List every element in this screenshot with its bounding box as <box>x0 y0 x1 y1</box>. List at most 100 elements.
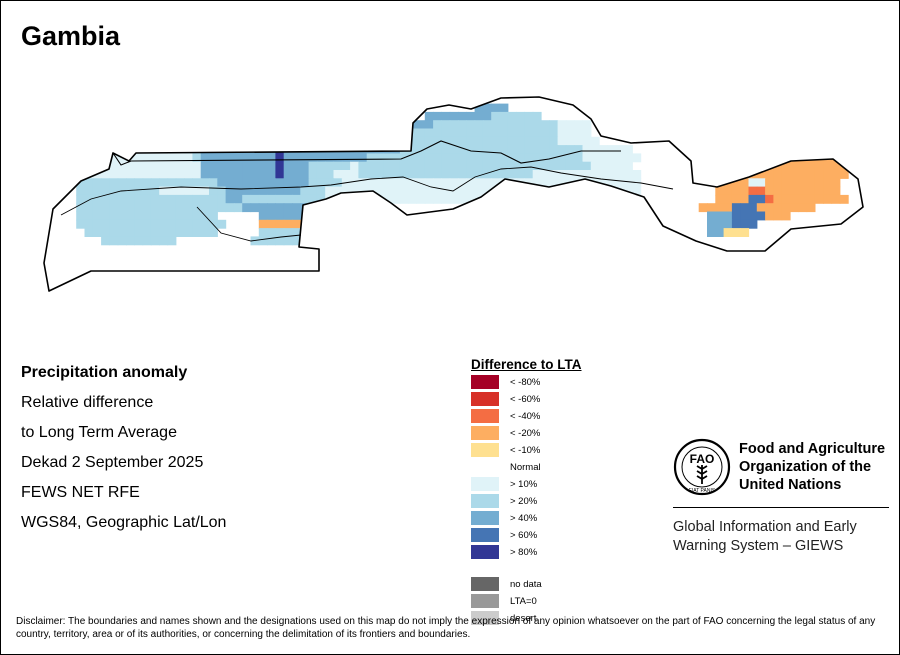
anomaly-cell-p20 <box>424 145 434 154</box>
anomaly-cell-p10 <box>117 145 127 154</box>
anomaly-cell-p20 <box>507 153 517 163</box>
anomaly-cell-p40 <box>242 136 252 146</box>
anomaly-cell-m20 <box>823 145 833 154</box>
anomaly-cell-p10 <box>159 170 169 179</box>
anomaly-cell-p20 <box>84 228 94 237</box>
anomaly-cell-p10 <box>458 178 467 188</box>
anomaly-cell-p20 <box>474 136 484 146</box>
anomaly-cell-p10 <box>391 194 401 204</box>
anomaly-cell-m20 <box>283 219 293 229</box>
anomaly-cell-p20 <box>167 228 177 237</box>
anomaly-cell-p10 <box>491 178 501 188</box>
anomaly-cell-p20 <box>458 170 467 179</box>
anomaly-cell-p20 <box>557 145 567 154</box>
anomaly-cell-p20 <box>200 219 210 229</box>
anomaly-cell-p60 <box>740 203 750 213</box>
anomaly-cell-p20 <box>175 211 185 221</box>
anomaly-cell-p40 <box>466 111 476 121</box>
map-info-block: Precipitation anomaly Relative differenc… <box>21 361 226 541</box>
anomaly-cell-p20 <box>134 186 144 196</box>
anomaly-cell-p10 <box>150 170 160 179</box>
anomaly-cell-p20 <box>358 161 368 171</box>
anomaly-cell-p20 <box>92 228 102 237</box>
legend-label: desert <box>510 613 537 624</box>
anomaly-cell-p20 <box>316 186 326 196</box>
anomaly-cell-p40 <box>200 153 210 163</box>
anomaly-cell-p20 <box>209 178 218 188</box>
anomaly-cell-p40 <box>242 203 252 213</box>
anomaly-cell-p10 <box>424 178 434 188</box>
anomaly-cell-p40 <box>242 170 252 179</box>
anomaly-cell-p20 <box>516 136 525 146</box>
anomaly-cell-p20 <box>507 128 517 138</box>
anomaly-cell-p60 <box>748 211 758 221</box>
anomaly-cell-p20 <box>250 120 260 130</box>
anomaly-cell-p20 <box>391 170 401 179</box>
anomaly-cell-p60 <box>731 219 741 229</box>
river-branch-line <box>196 206 302 242</box>
anomaly-cell-p40 <box>383 136 393 146</box>
anomaly-cell-p10 <box>416 178 426 188</box>
anomaly-cell-p20 <box>541 161 550 171</box>
anomaly-cell-p20 <box>184 136 193 146</box>
anomaly-cell-m20 <box>723 203 733 213</box>
anomaly-cell-p20 <box>258 120 268 130</box>
anomaly-cell-p20 <box>167 178 177 188</box>
anomaly-cell-p20 <box>549 136 559 146</box>
anomaly-cell-p20 <box>126 228 135 237</box>
anomaly-cell-p40 <box>225 178 235 188</box>
anomaly-cell-p20 <box>134 211 144 221</box>
anomaly-cell-p40 <box>250 170 260 179</box>
anomaly-cell-p20 <box>117 236 127 246</box>
anomaly-cell-p40 <box>283 170 293 179</box>
anomaly-cell-p40 <box>217 161 227 171</box>
anomaly-cell-p20 <box>200 203 210 213</box>
anomaly-cell-p20 <box>532 120 542 130</box>
anomaly-cell-p10 <box>424 194 434 204</box>
anomaly-cell-p20 <box>366 153 376 163</box>
anomaly-cell-p20 <box>507 170 517 179</box>
anomaly-cell-p20 <box>366 161 376 171</box>
anomaly-cell-p20 <box>524 153 534 163</box>
anomaly-cell-p20 <box>126 236 135 246</box>
anomaly-cell-m20 <box>740 194 750 204</box>
anomaly-cell-p20 <box>516 120 525 130</box>
anomaly-cell-p10 <box>126 170 135 179</box>
anomaly-cell-p20 <box>325 203 335 213</box>
legend-item-m20: < -20% <box>471 425 582 442</box>
anomaly-cell-p20 <box>300 120 310 130</box>
giews-line: Global Information and Early <box>673 519 857 535</box>
anomaly-cell-p10 <box>499 194 509 204</box>
anomaly-cell-p40 <box>308 145 318 154</box>
anomaly-cell-p20 <box>101 219 110 229</box>
anomaly-cell-p20 <box>184 203 193 213</box>
legend-item-p20: > 20% <box>471 493 582 510</box>
anomaly-cell-p20 <box>532 161 542 171</box>
anomaly-cell-p20 <box>175 120 185 130</box>
anomaly-cell-m20 <box>823 186 833 196</box>
anomaly-cell-m20 <box>831 145 841 154</box>
anomaly-cell-p20 <box>482 145 492 154</box>
anomaly-cell-p20 <box>217 120 227 130</box>
anomaly-cell-m20 <box>790 161 799 171</box>
anomaly-cell-p60 <box>748 194 758 204</box>
anomaly-cell-p10 <box>391 186 401 196</box>
anomaly-cell-p10 <box>599 194 608 204</box>
legend-item-p80: > 80% <box>471 544 582 561</box>
anomaly-cell-p40 <box>250 136 260 146</box>
anomaly-cell-p40 <box>275 136 285 146</box>
anomaly-cell-p20 <box>150 136 160 146</box>
anomaly-cell-p20 <box>416 136 426 146</box>
anomaly-cell-m10 <box>731 228 741 237</box>
anomaly-cell-p20 <box>507 120 517 130</box>
anomaly-cell-p10 <box>549 186 559 196</box>
anomaly-cell-p20 <box>474 128 484 138</box>
legend: Difference to LTA < -80% < -60% < -40% < -2… <box>471 357 582 627</box>
anomaly-cell-p40 <box>383 120 393 130</box>
anomaly-cell-p20 <box>350 128 359 138</box>
anomaly-cell-p10 <box>499 186 509 196</box>
anomaly-cell-p40 <box>292 153 301 163</box>
anomaly-cell-p20 <box>126 211 135 221</box>
anomaly-cell-m20 <box>773 153 783 163</box>
anomaly-cell-p20 <box>250 194 260 204</box>
